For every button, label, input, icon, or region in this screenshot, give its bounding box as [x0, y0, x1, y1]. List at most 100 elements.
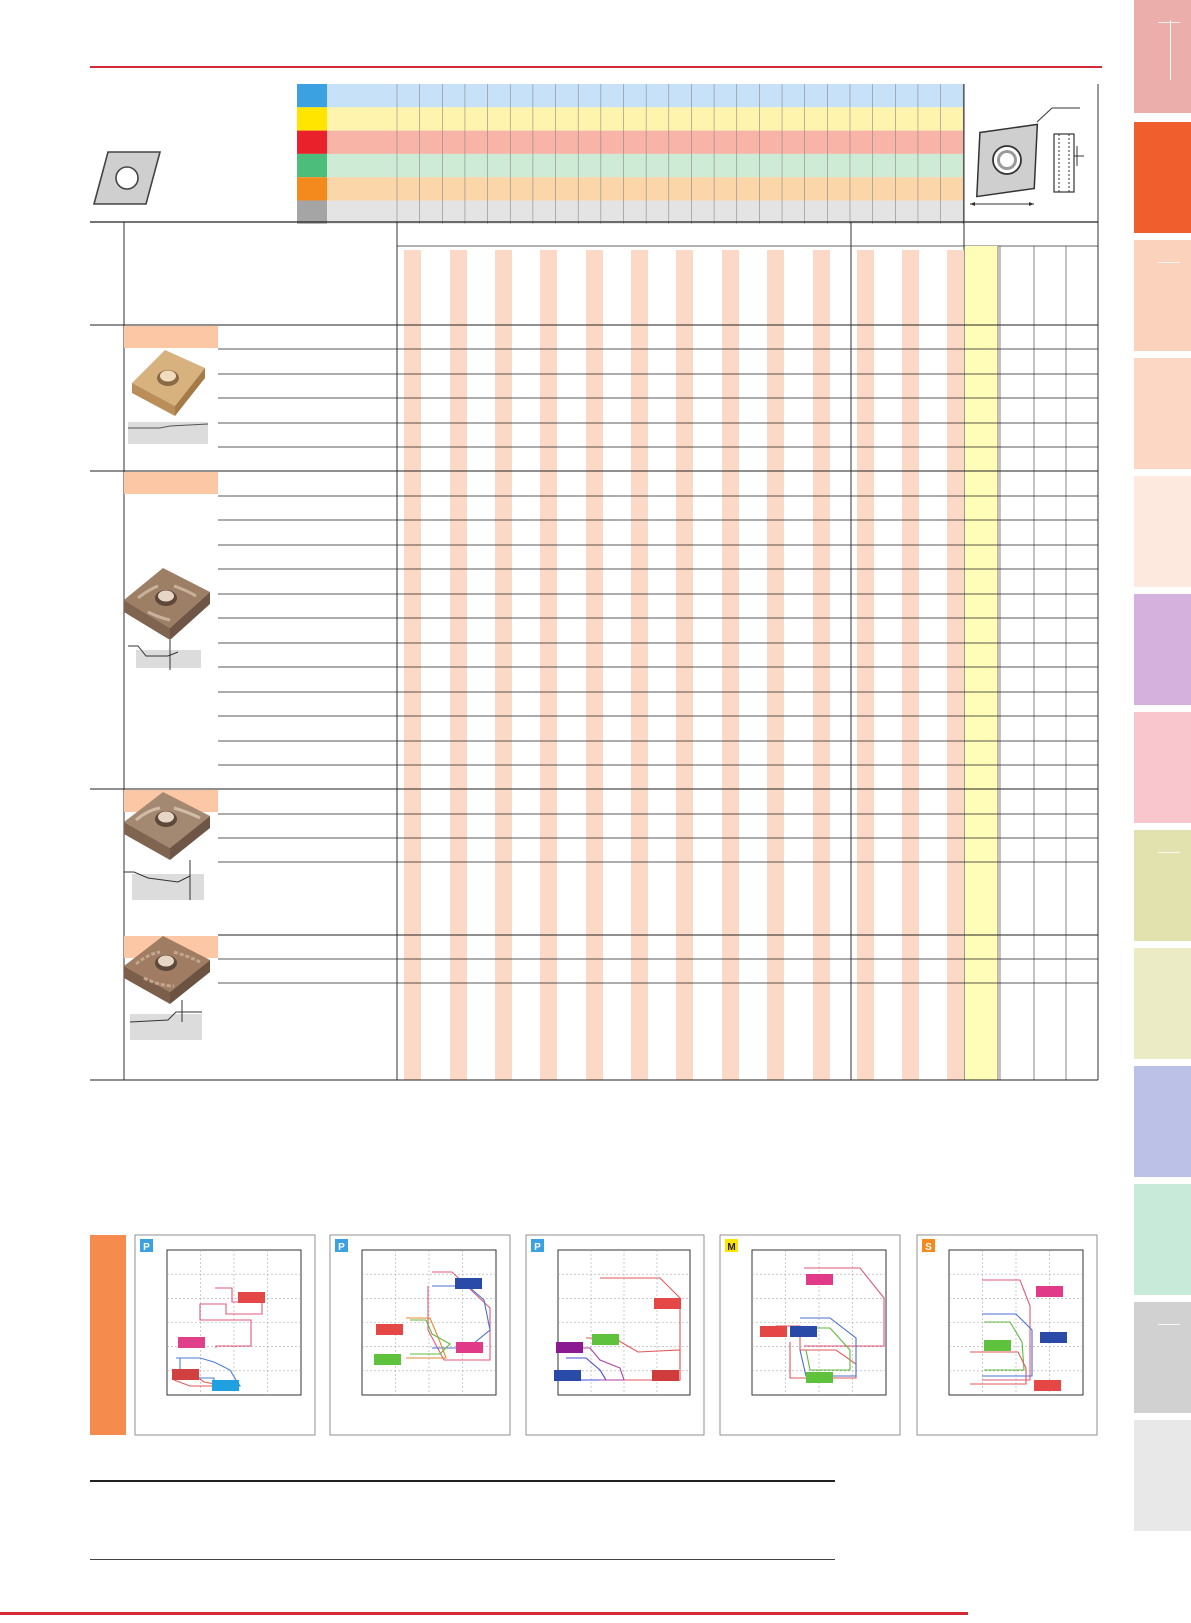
- chipbreaker-label-chip: [124, 472, 218, 494]
- highlight-column: [965, 246, 998, 1080]
- chart-grade-label: [238, 1292, 265, 1303]
- grade-stripe: [857, 250, 874, 1080]
- chart-grade-label: [178, 1337, 205, 1348]
- chart-grade-label: [652, 1370, 679, 1381]
- chapter-tab-5[interactable]: [1134, 476, 1191, 587]
- chart-region-outline: [427, 1271, 491, 1361]
- grade-stripe: [540, 250, 557, 1080]
- note-rule-top: [90, 1480, 835, 1482]
- chapter-tab-2[interactable]: [1134, 122, 1191, 233]
- iso-band-s: [327, 177, 964, 201]
- badge-letter: M: [727, 1242, 735, 1253]
- chart-grade-label: [1036, 1286, 1063, 1297]
- chart-region-outline: [566, 1357, 607, 1381]
- chart-panel-3: P: [525, 1234, 705, 1436]
- letter-p-icon: [335, 1239, 348, 1252]
- header-rule: [90, 66, 1102, 68]
- badge-letter: P: [534, 1242, 541, 1253]
- chart-panel-2: P: [329, 1234, 511, 1436]
- chart-grade-label: [554, 1370, 581, 1381]
- grade-stripe: [450, 250, 467, 1080]
- badge-letter: S: [925, 1242, 932, 1253]
- tab-notch: [1158, 22, 1180, 23]
- insert-shape-icon: [92, 151, 162, 205]
- charts-banner: [90, 1235, 126, 1435]
- chart-grade-label: [984, 1340, 1011, 1351]
- letter-m-icon: [725, 1239, 738, 1252]
- chart-grade-label: [455, 1278, 482, 1289]
- chart-grade-label: [760, 1326, 787, 1337]
- chapter-tab-13[interactable]: [1134, 1420, 1191, 1531]
- chapter-tab-11[interactable]: [1134, 1184, 1191, 1295]
- grade-stripe: [404, 250, 421, 1080]
- chart-grade-label: [790, 1326, 817, 1337]
- chapter-tab-10[interactable]: [1134, 1066, 1191, 1177]
- chart-region-outline: [982, 1313, 1033, 1377]
- chapter-tab-7[interactable]: [1134, 712, 1191, 823]
- tab-notch: [1158, 1324, 1180, 1325]
- chart-region-outline: [970, 1351, 1027, 1385]
- chapter-tab-1[interactable]: [1134, 0, 1191, 113]
- chart-grade-label: [654, 1298, 681, 1309]
- chapter-tab-8[interactable]: [1134, 830, 1191, 941]
- iso-swatch-p: [297, 84, 327, 108]
- chart-region-outline: [799, 1317, 857, 1377]
- letter-s-icon: [922, 1239, 935, 1252]
- chart-region-outline: [804, 1267, 885, 1347]
- iso-swatch-m: [297, 107, 327, 131]
- chart-grade-label: [374, 1354, 401, 1365]
- iso-band-m: [327, 107, 964, 131]
- product-table: [90, 84, 1099, 1081]
- tab-notch: [1158, 852, 1180, 853]
- chart-grade-label: [456, 1342, 483, 1353]
- chart-region-outline: [805, 1327, 851, 1371]
- insert-photo-1: [128, 350, 209, 444]
- insert-photo-4: [124, 936, 210, 1040]
- chart-grade-label: [1040, 1332, 1067, 1343]
- insert-dimension-diagram: [970, 107, 1084, 206]
- letter-p-icon: [531, 1239, 544, 1252]
- iso-swatch-k: [297, 130, 327, 154]
- grade-stripe: [676, 250, 693, 1080]
- chart-grade-label: [376, 1324, 403, 1335]
- chart-panel-4: M: [719, 1234, 901, 1436]
- iso-band-n: [327, 153, 964, 178]
- iso-band-h: [327, 200, 964, 224]
- grade-stripe: [586, 250, 603, 1080]
- insert-photo-3: [124, 792, 210, 900]
- grade-stripe: [947, 250, 964, 1080]
- tab-mark: [1170, 20, 1171, 80]
- grade-stripe: [722, 250, 739, 1080]
- chart-grade-label: [212, 1380, 239, 1391]
- chapter-tab-9[interactable]: [1134, 948, 1191, 1059]
- iso-swatch-h: [297, 200, 327, 224]
- chapter-tab-12[interactable]: [1134, 1302, 1191, 1413]
- iso-band-p: [327, 84, 964, 108]
- badge-letter: P: [338, 1242, 345, 1253]
- chart-region-outline: [572, 1347, 625, 1381]
- letter-p-icon: [140, 1239, 153, 1252]
- chapter-tab-3[interactable]: [1134, 240, 1191, 351]
- chart-panel-5: S: [916, 1234, 1098, 1436]
- insert-photo-2: [124, 568, 210, 670]
- chart-grade-label: [172, 1369, 199, 1380]
- iso-swatch-n: [297, 153, 327, 178]
- chart-region-outline: [406, 1317, 447, 1359]
- grade-stripe: [902, 250, 919, 1080]
- chapter-tab-4[interactable]: [1134, 358, 1191, 469]
- chart-panel-1: P: [134, 1234, 316, 1436]
- chart-grade-label: [1034, 1380, 1061, 1391]
- chart-region-outline: [984, 1321, 1025, 1371]
- tab-notch: [1158, 262, 1180, 263]
- chart-region-outline: [199, 1287, 263, 1348]
- badge-letter: P: [143, 1242, 150, 1253]
- iso-band-k: [327, 130, 964, 154]
- chart-region-outline: [982, 1279, 1031, 1381]
- grade-stripe: [631, 250, 648, 1080]
- chart-grade-label: [806, 1274, 833, 1285]
- chart-grade-label: [556, 1342, 583, 1353]
- footer-rule: [0, 1612, 968, 1615]
- grade-stripe: [495, 250, 512, 1080]
- chapter-tab-6[interactable]: [1134, 594, 1191, 705]
